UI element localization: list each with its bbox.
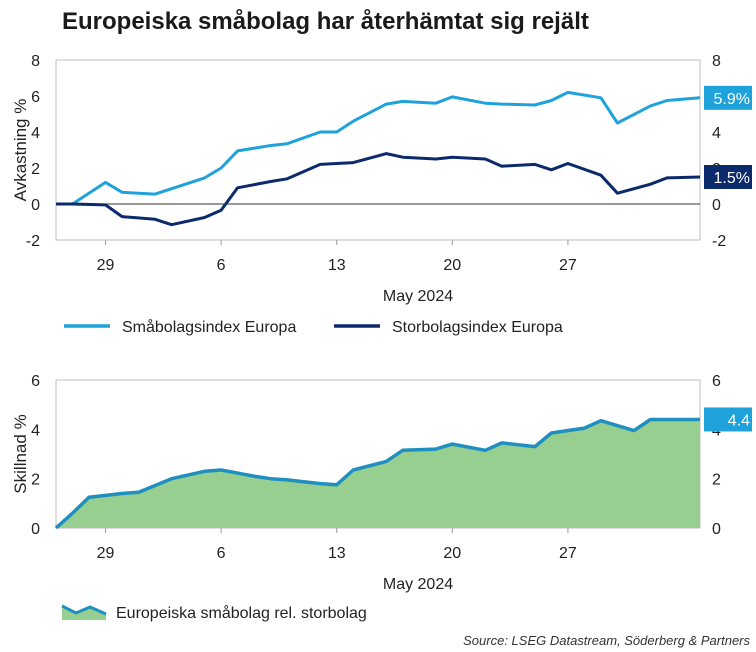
chart-panel-1: -2-20022446688296132027May 2024Avkastnin… [11,53,752,336]
y-tick-label-left: 0 [31,521,40,538]
y-tick-label-left: 6 [31,89,40,106]
legend-label-1: Småbolagsindex Europa [122,318,296,336]
y-tick-label-right: -2 [712,233,726,250]
x-tick-label: 20 [443,257,461,274]
y-tick-label-right: 8 [712,53,721,70]
x-tick-label: 29 [97,545,115,562]
y-tick-label-right: 4 [712,125,721,142]
y-tick-label-left: 6 [31,373,40,390]
x-tick-label: 20 [443,545,461,562]
y-tick-label-right: 0 [712,521,721,538]
series-line-1 [56,90,701,206]
x-tick-label: 27 [559,257,577,274]
x-tick-label: 13 [328,545,346,562]
series-line-1 [54,417,700,530]
y-tick-label-left: 8 [31,53,40,70]
legend-label-area: Europeiska småbolag rel. storbolag [116,604,367,622]
end-value-box [704,85,752,110]
x-tick-label: 27 [559,545,577,562]
x-tick-label: 6 [217,257,226,274]
y-tick-label-right: 6 [712,373,721,390]
x-axis-label: May 2024 [383,576,453,593]
y-tick-label-left: 2 [31,472,40,489]
y-axis-label: Avkastning % [11,99,30,202]
end-value-box [704,165,752,189]
end-value-label: 5.9% [714,91,750,108]
y-tick-label-left: -2 [26,233,40,250]
chart-title: Europeiska småbolag har återhämtat sig r… [62,8,589,35]
x-tick-label: 6 [217,545,226,562]
y-axis-label: Skillnad % [11,414,30,493]
source-note: Source: LSEG Datastream, Söderberg & Par… [463,633,750,648]
area-fill [56,419,700,528]
end-value-box [704,407,752,432]
plot-frame [55,59,701,241]
y-tick-label-left: 0 [31,197,40,214]
y-tick-label-left: 4 [31,422,40,439]
legend-label-2: Storbolagsindex Europa [392,319,563,336]
x-tick-label: 29 [97,257,115,274]
series-line-2 [56,152,701,227]
y-tick-label-left: 4 [31,125,40,142]
x-tick-label: 13 [328,257,346,274]
y-tick-label-right: 2 [712,472,721,489]
y-tick-label-left: 2 [31,161,40,178]
y-tick-label-right: 0 [712,197,721,214]
legend-swatch-line [61,604,107,616]
end-value-label: 1.5% [714,170,750,187]
x-axis-label: May 2024 [383,288,453,305]
end-value-label: 4.4 [728,412,750,429]
